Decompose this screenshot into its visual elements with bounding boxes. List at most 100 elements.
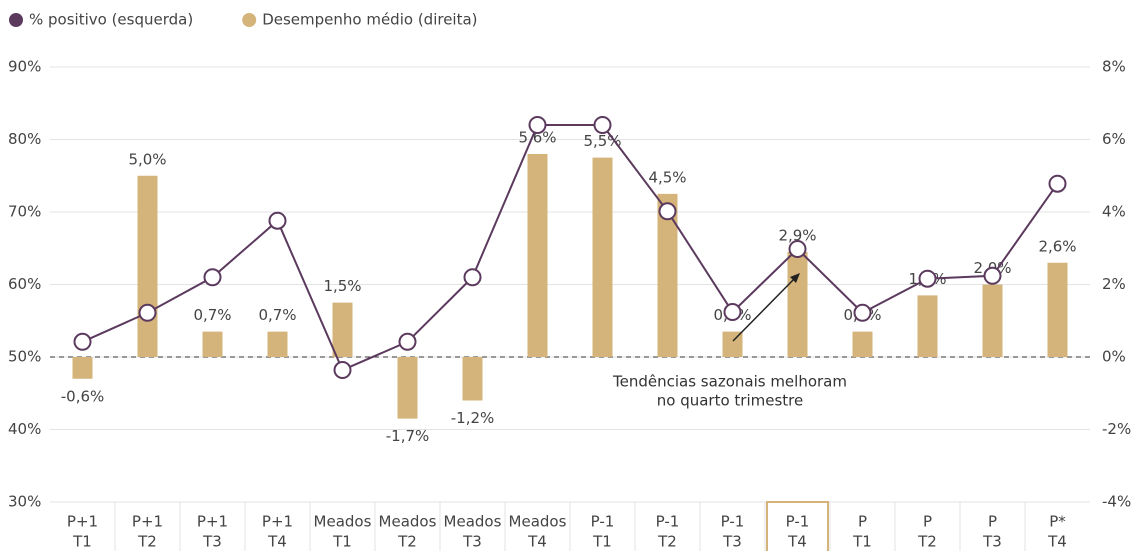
y2-tick-label: 8%: [1102, 58, 1126, 76]
y-tick-label: 80%: [8, 130, 41, 148]
data-label: 5,6%: [518, 129, 556, 147]
x-tick-label: T1: [72, 533, 92, 551]
data-label: 2,9%: [778, 226, 816, 244]
x-tick-label: T4: [1047, 533, 1067, 551]
bar: [267, 331, 288, 357]
point: [333, 361, 352, 380]
bar: [72, 357, 93, 379]
bar: [592, 157, 613, 357]
point: [918, 269, 937, 288]
data-label: -1,2%: [451, 409, 495, 427]
data-label: -1,7%: [386, 427, 430, 445]
point: [463, 268, 482, 287]
x-tick-label: T2: [657, 533, 677, 551]
point: [723, 303, 742, 322]
bar: [1047, 262, 1068, 357]
data-label: -0,6%: [61, 387, 105, 405]
data-label: 0,7%: [193, 306, 231, 324]
data-label: 4,5%: [648, 168, 686, 186]
legend-swatch: [242, 13, 257, 27]
x-tick-label: Meados: [509, 513, 567, 531]
y-tick-label: 70%: [8, 203, 41, 221]
x-tick-label: T2: [137, 533, 157, 551]
legend-label: % positivo (esquerda): [29, 11, 193, 29]
point: [788, 239, 807, 258]
bar: [202, 331, 223, 357]
y2-tick-label: 0%: [1102, 348, 1126, 366]
x-tick-label: T4: [787, 533, 807, 551]
bar: [397, 357, 418, 419]
x-tick-label: Meados: [379, 513, 437, 531]
bar: [657, 193, 678, 357]
x-tick-label: P*: [1049, 513, 1066, 531]
y-tick-label: 40%: [8, 420, 41, 438]
y-tick-label: 50%: [8, 348, 41, 366]
annotation: Tendências sazonais melhoram: [612, 373, 847, 391]
point: [138, 303, 157, 322]
y-tick-label: 90%: [8, 58, 41, 76]
bar: [787, 251, 808, 357]
data-label: 5,0%: [128, 150, 166, 168]
x-tick-label: P-1: [591, 513, 615, 531]
annotation: no quarto trimestre: [657, 392, 803, 410]
bar: [462, 357, 483, 401]
bar: [852, 331, 873, 357]
line: [82, 124, 1059, 372]
bar: [982, 284, 1003, 357]
y-tick-label: 30%: [8, 493, 41, 511]
bar: [527, 154, 548, 357]
x-tick-label: P: [858, 513, 867, 531]
x-tick-label: T2: [397, 533, 417, 551]
point: [528, 116, 547, 134]
x-tick-label: Meados: [314, 513, 372, 531]
x-tick-label: P-1: [721, 513, 745, 531]
x-tick-label: T1: [852, 533, 872, 551]
point: [658, 202, 677, 221]
x-tick-label: P+1: [132, 513, 163, 531]
y2-tick-label: -2%: [1102, 420, 1131, 438]
x-tick-label: Meados: [444, 513, 502, 531]
point: [593, 116, 612, 134]
data-label: 1,5%: [323, 277, 361, 295]
point: [983, 266, 1002, 285]
y2-tick-label: -4%: [1102, 493, 1131, 511]
highlight-box: [766, 501, 829, 551]
point: [268, 211, 287, 230]
legend-label: Desempenho médio (direita): [262, 11, 477, 29]
point: [203, 268, 222, 287]
x-tick-label: T4: [267, 533, 287, 551]
point: [1048, 174, 1067, 193]
x-tick-label: P-1: [656, 513, 680, 531]
data-label: 0,7%: [258, 306, 296, 324]
x-tick-label: P+1: [67, 513, 98, 531]
x-tick-label: T4: [527, 533, 547, 551]
x-tick-label: P: [988, 513, 997, 531]
bar: [917, 295, 938, 357]
y-tick-label: 60%: [8, 275, 41, 293]
bar: [722, 331, 743, 357]
y2-tick-label: 4%: [1102, 203, 1126, 221]
x-tick-label: T3: [462, 533, 482, 551]
point: [853, 303, 872, 322]
y2-tick-label: 2%: [1102, 275, 1126, 293]
x-tick-label: P+1: [262, 513, 293, 531]
y2-tick-label: 6%: [1102, 130, 1126, 148]
data-label: 2,6%: [1038, 237, 1076, 255]
x-tick-label: T3: [982, 533, 1002, 551]
x-tick-label: T3: [722, 533, 742, 551]
annotation-arrow: [732, 275, 798, 342]
x-tick-label: P: [923, 513, 932, 531]
point: [398, 332, 417, 351]
x-tick-label: P-1: [786, 513, 810, 531]
bar: [332, 302, 353, 357]
x-tick-label: T1: [332, 533, 352, 551]
x-tick-label: P+1: [197, 513, 228, 531]
x-tick-label: T3: [202, 533, 222, 551]
x-tick-label: T1: [592, 533, 612, 551]
x-tick-label: T2: [917, 533, 937, 551]
bar: [137, 175, 158, 357]
point: [73, 332, 92, 351]
legend-swatch: [9, 13, 23, 27]
arrow-head: [790, 273, 800, 283]
